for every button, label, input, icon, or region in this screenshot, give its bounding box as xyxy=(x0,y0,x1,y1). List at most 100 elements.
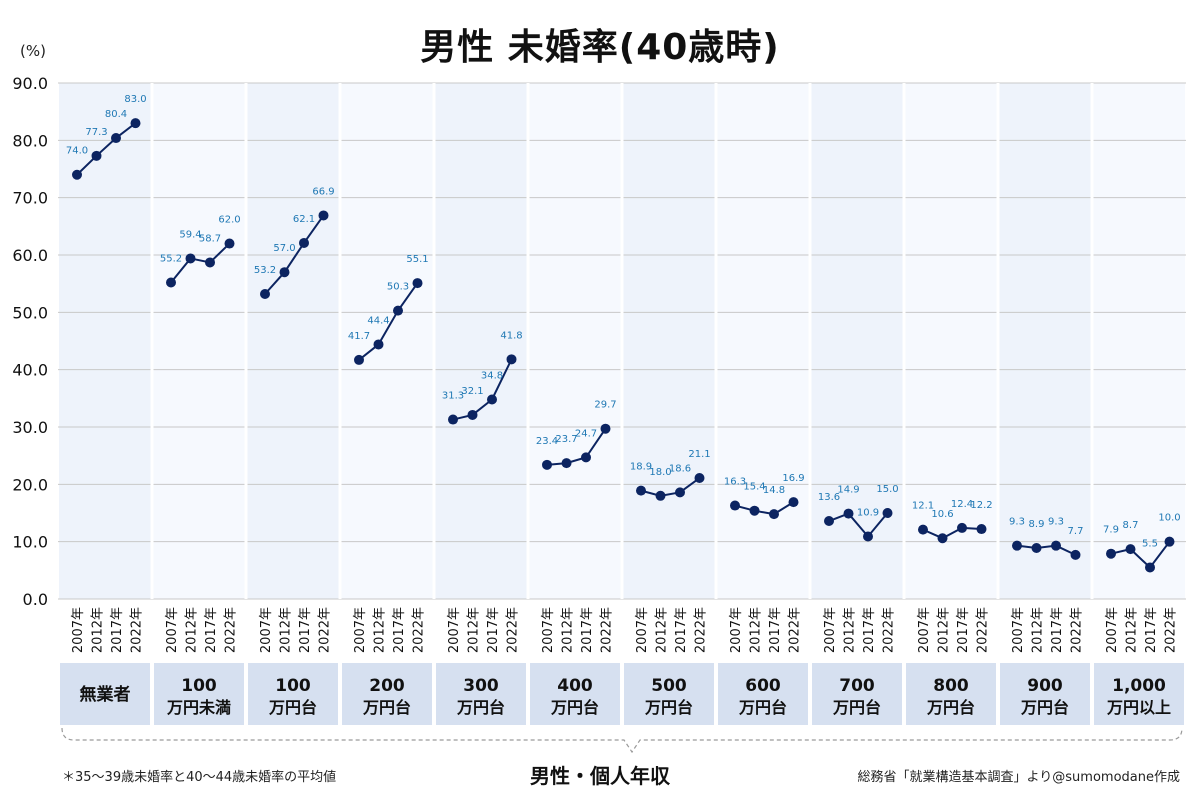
x-tick-label: 2007年 xyxy=(1011,607,1026,653)
data-label: 55.1 xyxy=(406,254,428,265)
data-point xyxy=(1070,549,1081,560)
data-label: 83.0 xyxy=(124,94,146,105)
series-line xyxy=(358,282,419,361)
data-label: 44.4 xyxy=(367,315,389,326)
data-label: 8.9 xyxy=(1029,519,1045,530)
category-label: 800 xyxy=(933,676,969,696)
data-point xyxy=(72,169,82,180)
category-label: 700 xyxy=(839,676,875,696)
category-label: 100 xyxy=(275,676,311,696)
x-tick-label: 2007年 xyxy=(823,607,838,653)
x-tick-label: 2007年 xyxy=(1105,607,1120,653)
category-label: 万円以上 xyxy=(1106,698,1171,717)
data-label: 34.8 xyxy=(481,370,503,381)
category-box xyxy=(248,663,338,725)
x-tick-label: 2007年 xyxy=(259,607,274,653)
data-label: 9.3 xyxy=(1009,517,1025,528)
data-point xyxy=(224,238,235,249)
series-line xyxy=(1110,541,1171,569)
x-tick-label: 2017年 xyxy=(392,607,407,653)
x-tick-label: 2012年 xyxy=(749,607,764,653)
data-point xyxy=(111,133,121,144)
data-point xyxy=(260,288,270,299)
category-label: 200 xyxy=(369,676,405,696)
data-point xyxy=(542,459,552,470)
group-band xyxy=(435,83,527,599)
data-point xyxy=(279,267,290,278)
data-label: 18.6 xyxy=(669,463,691,474)
data-label: 10.9 xyxy=(857,508,879,519)
category-label: 万円台 xyxy=(456,698,505,717)
data-label: 14.8 xyxy=(763,485,785,496)
data-point xyxy=(318,210,329,221)
category-label: 万円台 xyxy=(550,698,599,717)
data-point xyxy=(1106,548,1116,559)
x-tick-label: 2012年 xyxy=(937,607,952,653)
x-tick-label: 2012年 xyxy=(1125,607,1140,653)
x-tick-label: 2022年 xyxy=(788,607,803,653)
x-tick-label: 2017年 xyxy=(1144,607,1159,653)
data-label: 53.2 xyxy=(254,265,276,276)
x-tick-label: 2012年 xyxy=(279,607,294,653)
data-point xyxy=(561,458,572,469)
data-point xyxy=(448,414,458,425)
category-box xyxy=(1094,663,1184,725)
data-label: 23.7 xyxy=(555,434,577,445)
data-point xyxy=(1125,544,1136,555)
category-box xyxy=(718,663,808,725)
category-box xyxy=(154,663,244,725)
data-label: 29.7 xyxy=(594,400,616,411)
data-point xyxy=(1031,542,1042,553)
x-tick-label: 2022年 xyxy=(976,607,991,653)
data-point xyxy=(130,118,141,129)
category-box xyxy=(906,663,996,725)
data-point xyxy=(393,305,403,316)
x-tick-label: 2012年 xyxy=(843,607,858,653)
group-band xyxy=(717,83,809,599)
data-point xyxy=(185,253,196,264)
x-tick-label: 2007年 xyxy=(541,607,556,653)
category-label: 100 xyxy=(181,676,217,696)
y-tick-label: 30.0 xyxy=(12,418,48,437)
source-credit: 総務省「就業構造基本調査」より@sumomodane作成 xyxy=(857,770,1180,785)
x-tick-label: 2007年 xyxy=(635,607,650,653)
data-label: 14.9 xyxy=(837,485,859,496)
group-band xyxy=(153,83,245,599)
data-label: 10.0 xyxy=(1158,513,1180,524)
data-label: 16.9 xyxy=(782,473,804,484)
data-label: 18.9 xyxy=(630,462,652,473)
y-tick-label: 40.0 xyxy=(12,361,48,380)
data-label: 10.6 xyxy=(931,509,953,520)
x-tick-label: 2017年 xyxy=(956,607,971,653)
x-tick-label: 2022年 xyxy=(694,607,709,653)
chart-title: 男性 未婚率(40歳時) xyxy=(420,27,780,68)
x-tick-label: 2017年 xyxy=(110,607,125,653)
group-band xyxy=(341,83,433,599)
data-label: 12.4 xyxy=(951,499,973,510)
category-label: 300 xyxy=(463,676,499,696)
data-label: 7.9 xyxy=(1103,525,1119,536)
data-point xyxy=(1051,540,1061,551)
data-point xyxy=(694,473,705,484)
data-label: 50.3 xyxy=(387,282,409,293)
group-band xyxy=(247,83,339,599)
data-label: 9.3 xyxy=(1048,517,1064,528)
x-tick-label: 2007年 xyxy=(447,607,462,653)
group-band xyxy=(529,83,621,599)
category-label: 無業者 xyxy=(80,684,131,705)
x-tick-label: 2022年 xyxy=(318,607,333,653)
data-point xyxy=(354,354,364,365)
series-line xyxy=(264,214,325,295)
series-line xyxy=(170,242,231,284)
category-label: 万円台 xyxy=(362,698,411,717)
y-tick-label: 0.0 xyxy=(23,590,48,609)
data-point xyxy=(1164,536,1175,547)
x-tick-label: 2012年 xyxy=(561,607,576,653)
category-label: 万円台 xyxy=(1020,698,1069,717)
x-tick-label: 2017年 xyxy=(298,607,313,653)
x-tick-label: 2017年 xyxy=(862,607,877,653)
y-tick-label: 50.0 xyxy=(12,303,48,322)
data-label: 74.0 xyxy=(66,146,88,157)
data-point xyxy=(487,394,497,405)
